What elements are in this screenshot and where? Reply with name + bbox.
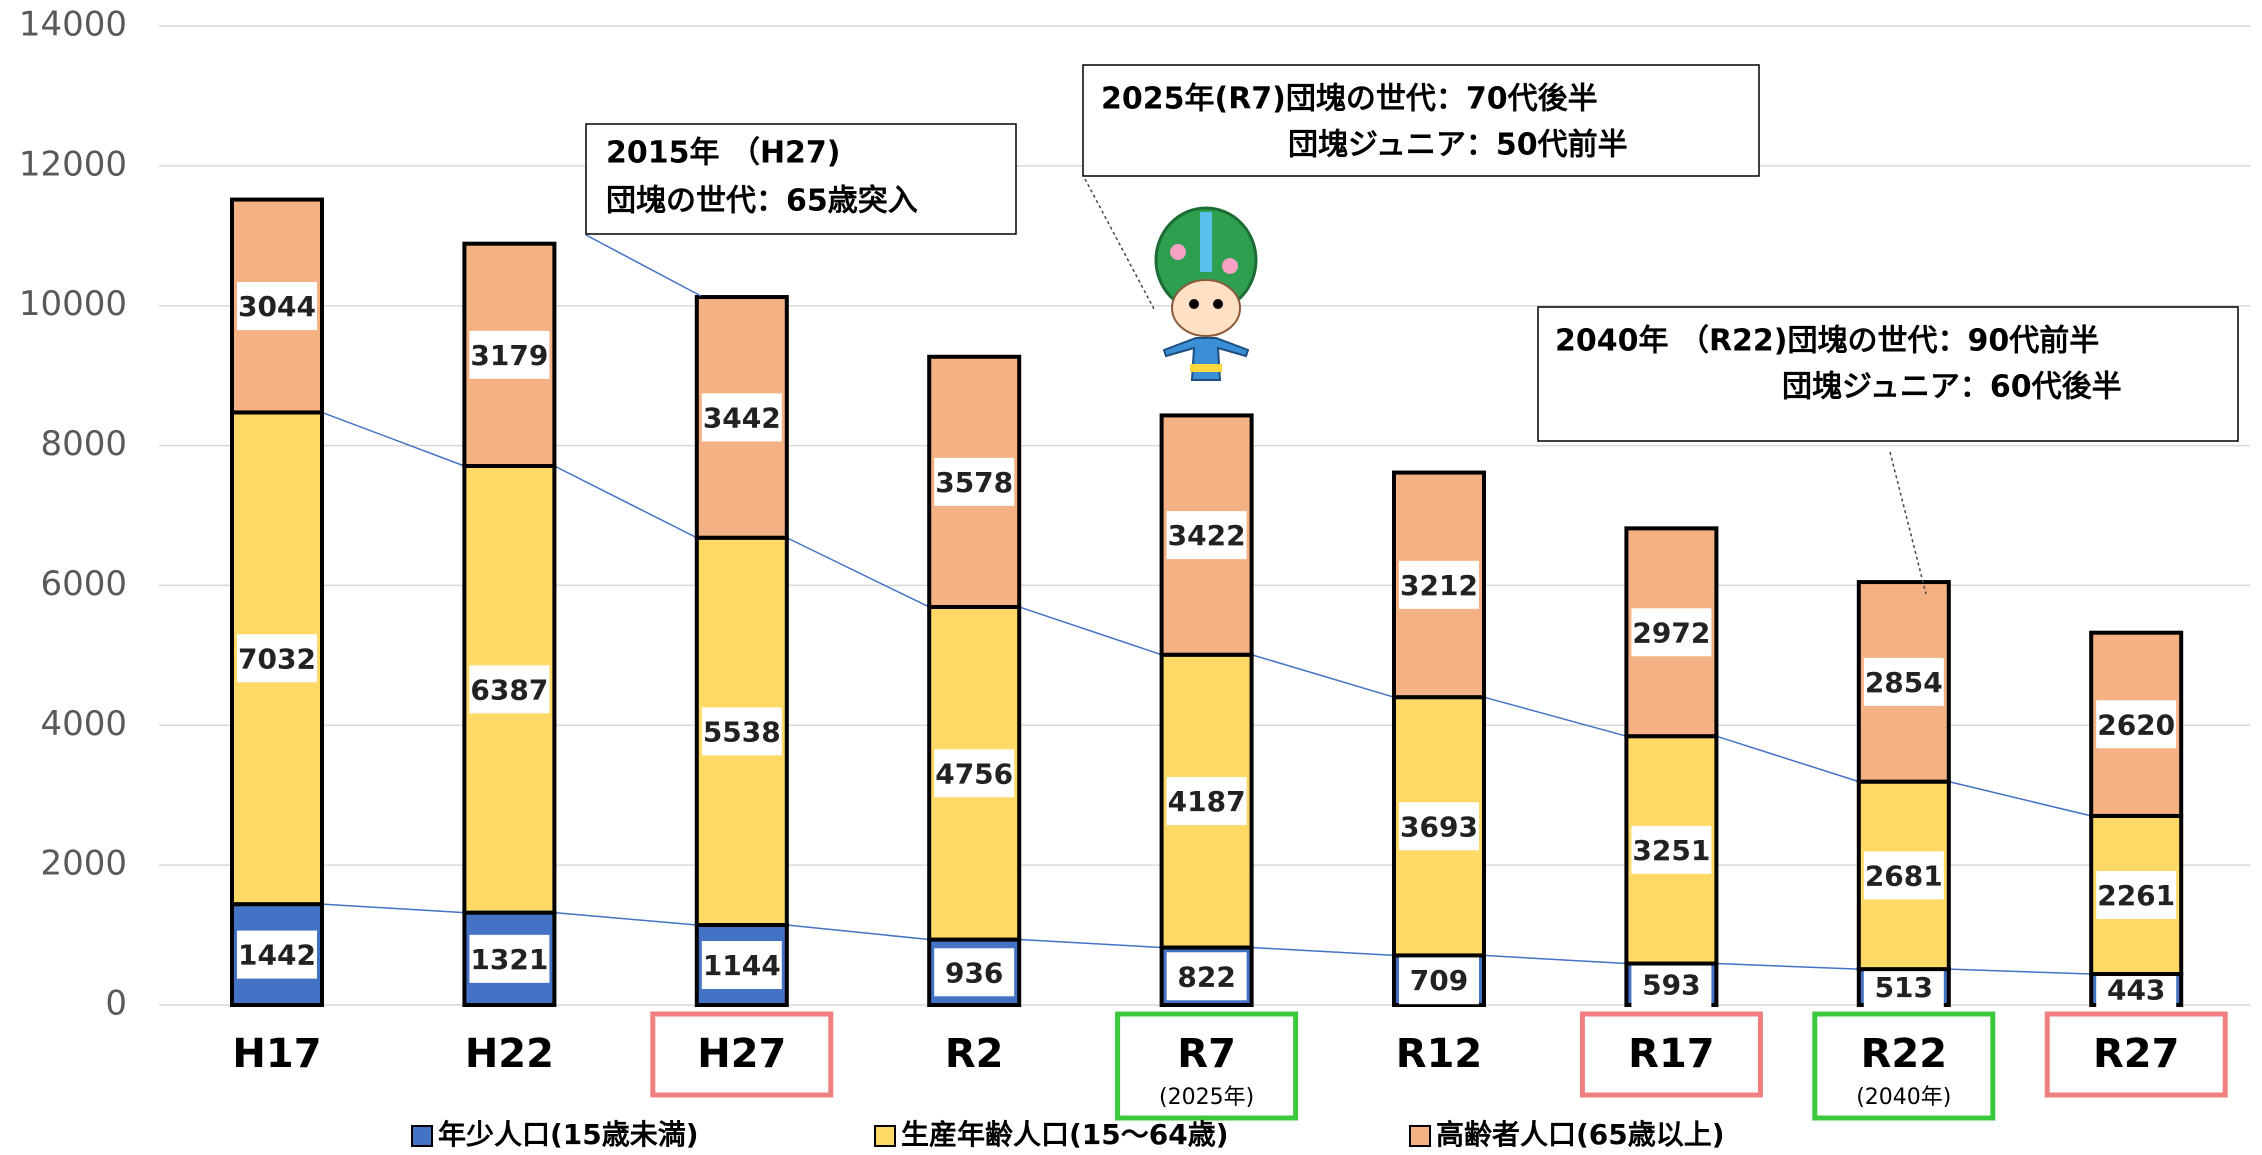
annotation-text: 団塊の世代：65歳突入	[606, 184, 918, 219]
value-label: 3179	[470, 339, 548, 372]
annotation-text: 団塊ジュニア：50代前半	[1288, 128, 1628, 163]
value-label: 3212	[1400, 569, 1478, 602]
y-tick-label: 12000	[19, 144, 127, 184]
leader-line	[586, 235, 701, 296]
x-tick-label: R22	[1861, 1031, 1947, 1077]
series-line	[1484, 697, 1626, 736]
x-tick-label: H27	[697, 1031, 786, 1077]
series-line	[787, 538, 929, 607]
series-line	[1949, 782, 2091, 816]
y-tick-label: 0	[105, 984, 127, 1024]
leader-line	[1085, 179, 1154, 309]
value-label: 822	[1177, 960, 1235, 993]
y-tick-label: 8000	[40, 424, 127, 464]
x-tick-label: R27	[2093, 1031, 2179, 1077]
x-tick-label: R12	[1396, 1031, 1482, 1077]
value-label: 3693	[1400, 810, 1478, 843]
value-label: 1442	[238, 939, 316, 972]
legend-swatch	[875, 1126, 895, 1146]
series-line	[787, 925, 929, 940]
value-label: 1321	[470, 943, 548, 976]
value-label: 6387	[470, 673, 548, 706]
value-label: 513	[1875, 971, 1933, 1004]
y-tick-label: 2000	[40, 844, 127, 884]
annotation-text: 団塊ジュニア：60代後半	[1782, 370, 2122, 405]
value-label: 709	[1410, 964, 1468, 997]
y-tick-label: 10000	[19, 284, 127, 324]
mascot-belt	[1190, 364, 1222, 372]
mascot-face	[1172, 280, 1240, 336]
series-line	[1019, 607, 1161, 655]
x-tick-label: H17	[232, 1031, 321, 1077]
value-label: 4187	[1168, 785, 1246, 818]
annotation-text: 2015年 （H27)	[606, 136, 841, 171]
value-label: 2620	[2097, 708, 2175, 741]
legend-label: 高齢者人口(65歳以上)	[1436, 1118, 1725, 1151]
legend-label: 生産年齢人口(15～64歳)	[901, 1118, 1229, 1151]
category-note: (2025年)	[1159, 1085, 1254, 1110]
mascot-body	[1164, 338, 1248, 380]
series-line	[1716, 964, 1858, 970]
value-label: 593	[1642, 968, 1700, 1001]
value-label: 3578	[935, 466, 1013, 499]
series-line	[322, 412, 464, 466]
series-line	[1484, 955, 1626, 963]
series-line	[1252, 655, 1394, 697]
value-label: 4756	[935, 757, 1013, 790]
category-note: (2040年)	[1856, 1085, 1951, 1110]
value-label: 3442	[703, 401, 781, 434]
legend: 年少人口(15歳未満) 生産年齢人口(15～64歳) 高齢者人口(65歳以上)	[412, 1118, 1725, 1151]
value-label: 2681	[1865, 859, 1943, 892]
value-label: 936	[945, 956, 1003, 989]
value-label: 3422	[1168, 519, 1246, 552]
value-label: 3251	[1632, 834, 1710, 867]
value-label: 7032	[238, 642, 316, 675]
value-label: 5538	[703, 715, 781, 748]
y-tick-label: 6000	[40, 564, 127, 604]
value-label: 443	[2107, 974, 2165, 1007]
legend-swatch	[412, 1126, 432, 1146]
x-tick-label: R2	[945, 1031, 1004, 1077]
chart: 0 2000 4000 6000 8000 10000 12000 14000 1442 703…	[0, 0, 2262, 1155]
annotation-text: 2040年 （R22)団塊の世代：90代前半	[1555, 324, 2099, 359]
annotation-1: 2015年 （H27) 団塊の世代：65歳突入	[586, 124, 1016, 296]
x-tick-label: R7	[1177, 1031, 1236, 1077]
y-tick-label: 14000	[19, 5, 127, 45]
value-label: 1144	[703, 949, 781, 982]
mascot-eye	[1213, 299, 1223, 309]
value-label: 2854	[1865, 666, 1943, 699]
leader-line	[1890, 452, 1926, 594]
series-line	[1019, 940, 1161, 948]
mascot-flower	[1170, 244, 1186, 260]
series-line	[554, 466, 696, 538]
mascot	[1156, 208, 1256, 380]
legend-swatch	[1410, 1126, 1430, 1146]
x-tick-label: R17	[1628, 1031, 1714, 1077]
mascot-flower	[1222, 258, 1238, 274]
legend-label: 年少人口(15歳未満)	[438, 1118, 699, 1151]
annotation-text: 2025年(R7)団塊の世代：70代後半	[1101, 82, 1598, 117]
value-label: 2261	[2097, 879, 2175, 912]
series-line	[322, 904, 464, 912]
series-line	[1716, 736, 1858, 781]
y-tick-label: 4000	[40, 704, 127, 744]
series-line	[1252, 948, 1394, 956]
mascot-eye	[1189, 299, 1199, 309]
x-tick-label: H22	[465, 1031, 554, 1077]
series-line	[554, 913, 696, 925]
series-line	[1949, 969, 2091, 974]
value-label: 2972	[1632, 616, 1710, 649]
value-label: 3044	[238, 290, 316, 323]
mascot-river	[1200, 212, 1212, 272]
